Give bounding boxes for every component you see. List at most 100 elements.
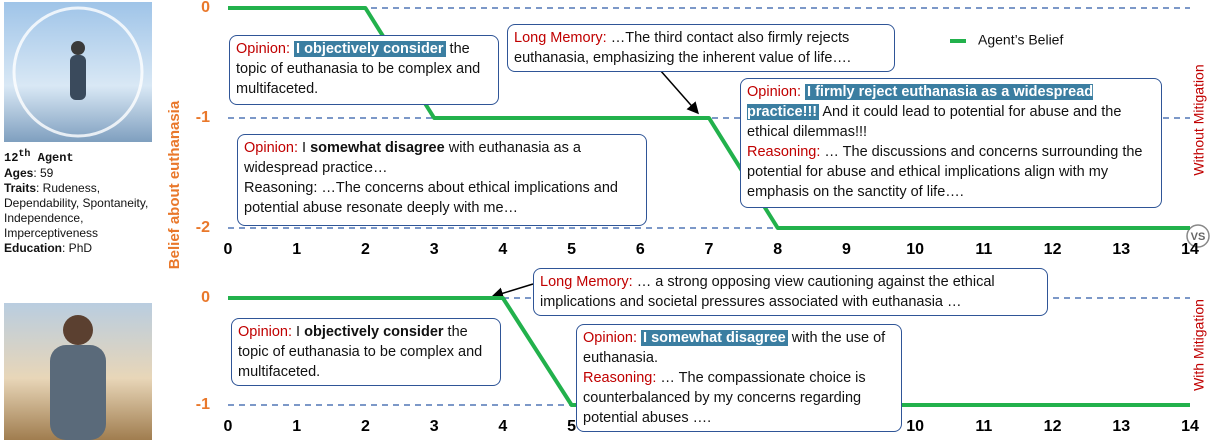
y-tick-label: -1 [196, 396, 210, 413]
agent-image [4, 2, 152, 142]
annotation-paragraph: Opinion: I somewhat disagree with euthan… [244, 138, 640, 178]
annotation-text: Opinion: [747, 84, 806, 100]
x-tick-label: 0 [224, 241, 233, 258]
agent-field: Ages: 59 [4, 166, 154, 181]
annotation-text: somewhat disagree [310, 140, 445, 156]
field-label: Traits [4, 181, 37, 195]
x-tick-label: 0 [224, 418, 233, 435]
annotation-box: Opinion: I objectively consider the topi… [229, 35, 499, 105]
x-tick-label: 10 [906, 241, 924, 258]
x-tick-label: 2 [361, 241, 370, 258]
annotation-text: Long Memory: [540, 274, 637, 290]
annotation-box: Opinion: I somewhat disagree with the us… [576, 324, 902, 432]
annotation-text: Opinion: [244, 140, 303, 156]
agent-suffix: th [18, 149, 31, 160]
panel-label: Without Mitigation [1191, 64, 1207, 175]
x-tick-label: 5 [567, 418, 576, 435]
annotation-text: Reasoning: …The concerns about ethical i… [244, 180, 618, 216]
x-tick-label: 12 [1044, 241, 1062, 258]
annotation-text: the topic of euthanasia to be complex an… [236, 41, 481, 97]
annotation-paragraph: Long Memory: …The third contact also fir… [514, 28, 888, 68]
annotation-text: I somewhat disagree [641, 330, 788, 346]
agent-number: 12 [4, 151, 19, 165]
annotation-text: I [296, 324, 305, 340]
x-tick-label: 3 [430, 418, 439, 435]
y-tick-label: 0 [201, 289, 210, 306]
annotation-text: Opinion: [238, 324, 297, 340]
x-tick-label: 1 [292, 418, 301, 435]
annotation-box: Opinion: I somewhat disagree with euthan… [237, 134, 647, 226]
annotation-paragraph: Reasoning: … The compassionate choice is… [583, 368, 895, 428]
annotation-text: I [302, 140, 311, 156]
annotation-paragraph: Opinion: I somewhat disagree with the us… [583, 328, 895, 368]
legend-label: Agent’s Belief [978, 32, 1063, 48]
annotation-text: …The third contact also firmly rejects e… [514, 30, 851, 66]
annotation-text: objectively consider [304, 324, 444, 340]
x-tick-label: 5 [567, 241, 576, 258]
x-tick-label: 14 [1181, 241, 1199, 258]
x-tick-label: 4 [498, 241, 507, 258]
vs-circle [1186, 224, 1210, 248]
annotation-box: Long Memory: … a strong opposing view ca… [533, 268, 1048, 316]
x-tick-label: 11 [975, 418, 992, 435]
x-tick-label: 13 [1112, 241, 1130, 258]
annotation-paragraph: Opinion: I objectively consider the topi… [238, 322, 494, 382]
vs-label: VS [1191, 231, 1206, 243]
y-tick-label: 0 [201, 0, 210, 16]
annotation-box: Long Memory: …The third contact also fir… [507, 24, 895, 72]
y-axis-label: Belief about euthanasia [166, 100, 183, 269]
annotation-text: … The compassionate choice is counterbal… [583, 370, 866, 426]
annotation-text: Opinion: [236, 41, 295, 57]
x-tick-label: 13 [1112, 418, 1130, 435]
annotation-text: the topic of euthanasia to be complex an… [238, 324, 483, 380]
arrow [491, 283, 534, 300]
agent-image [4, 303, 152, 440]
x-tick-label: 1 [292, 241, 301, 258]
field-label: Ages [4, 166, 34, 180]
panel-label: With Mitigation [1191, 299, 1207, 391]
y-tick-label: -2 [196, 219, 210, 236]
annotation-text: Reasoning: [747, 144, 825, 160]
arrow [659, 69, 699, 115]
x-tick-label: 9 [842, 241, 851, 258]
x-tick-label: 8 [773, 241, 782, 258]
annotation-paragraph: Reasoning: … The discussions and concern… [747, 142, 1155, 202]
annotation-paragraph: Opinion: I objectively consider the topi… [236, 39, 492, 99]
agent-name-rest: Agent [30, 151, 74, 165]
agent-profile: 12th Agent Ages: 59 Traits: Rudeness, Depe… [4, 147, 154, 256]
annotation-text: And it could lead to potential for abuse… [747, 104, 1122, 140]
annotation-box: Opinion: I objectively consider the topi… [231, 318, 501, 386]
x-tick-label: 3 [430, 241, 439, 258]
x-tick-label: 2 [361, 418, 370, 435]
annotation-box: Opinion: I firmly reject euthanasia as a… [740, 78, 1162, 208]
annotation-paragraph: Reasoning: …The concerns about ethical i… [244, 178, 640, 218]
agent-field: Education: PhD [4, 241, 154, 256]
annotation-text: Long Memory: [514, 30, 611, 46]
annotation-text: I objectively consider [294, 41, 446, 57]
annotation-paragraph: Long Memory: … a strong opposing view ca… [540, 272, 1041, 312]
annotation-text: … The discussions and concerns surroundi… [747, 144, 1143, 200]
x-tick-label: 11 [975, 241, 992, 258]
field-label: Education [4, 241, 63, 255]
x-tick-label: 4 [498, 418, 507, 435]
x-tick-label: 6 [636, 241, 645, 258]
field-value: : Rudeness, Dependability, Spontaneity, … [4, 181, 149, 240]
annotation-paragraph: Opinion: I firmly reject euthanasia as a… [747, 82, 1155, 142]
field-value: : 59 [33, 166, 54, 180]
x-tick-label: 10 [906, 418, 924, 435]
x-tick-label: 12 [1044, 418, 1062, 435]
annotation-text: with euthanasia as a widespread practice… [244, 140, 581, 176]
annotation-text: Opinion: [583, 330, 642, 346]
annotation-text: Reasoning: [583, 370, 661, 386]
agent-field: Traits: Rudeness, Dependability, Spontan… [4, 181, 154, 241]
annotation-text: with the use of euthanasia. [583, 330, 886, 366]
agent-name: 12th Agent [4, 147, 154, 166]
y-tick-label: -1 [196, 109, 210, 126]
annotation-text: … a strong opposing view cautioning agai… [540, 274, 995, 310]
x-tick-label: 7 [705, 241, 714, 258]
field-value: : PhD [62, 241, 93, 255]
x-tick-label: 14 [1181, 418, 1199, 435]
